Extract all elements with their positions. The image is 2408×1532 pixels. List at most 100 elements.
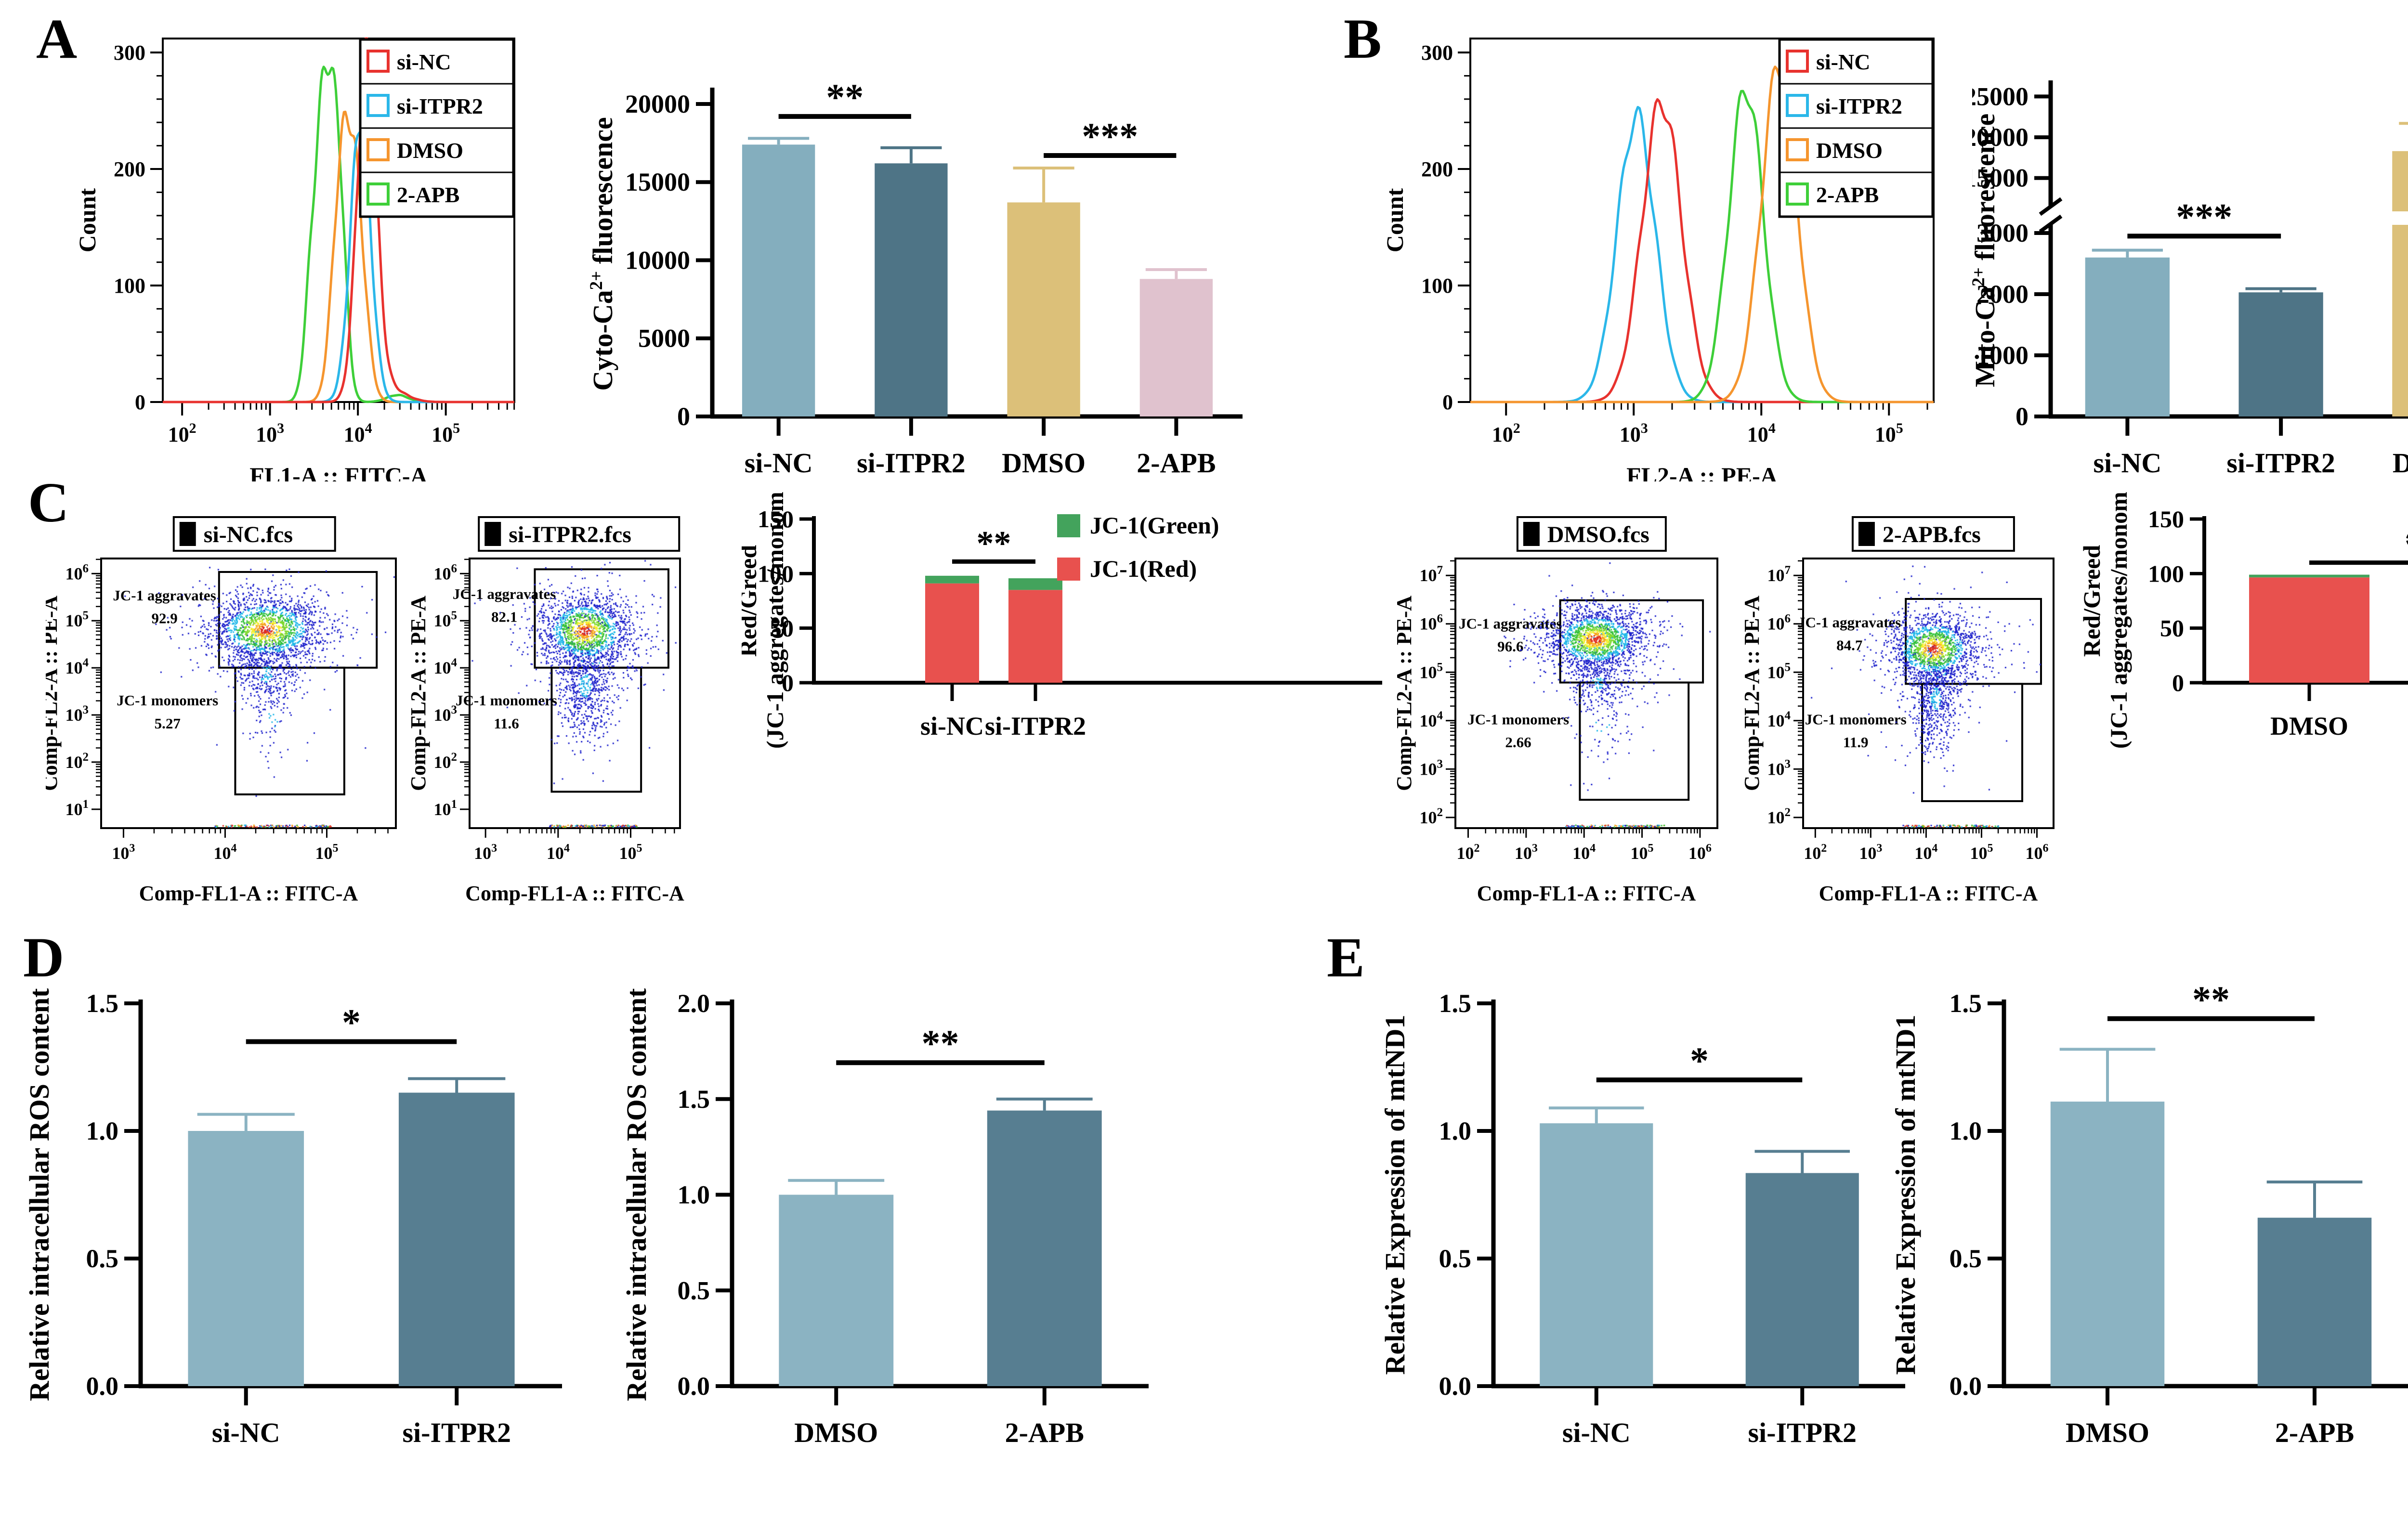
- y-tick-label: 107: [1767, 564, 1791, 585]
- panel-C-dotplot-siNC: 101 102 103 104 105 106 103 104 105 Comp-FL1-A ::…: [38, 491, 409, 948]
- bar-si-NC: [2085, 257, 2170, 416]
- E_mtnd1_si-svg: 0.0 0.5 1.0 1.5 Relative Expression of mtND1…: [1379, 989, 1905, 1448]
- y-tick-label: 1.0: [1439, 1117, 1472, 1145]
- fcs-icon: [1858, 522, 1875, 546]
- y-tick-label: 0: [677, 402, 690, 431]
- y-tick-label: 102: [1767, 806, 1791, 827]
- legend-swatch-DMSO: [366, 138, 390, 161]
- y-tick-label: 0: [2015, 402, 2028, 431]
- category-label: si-NC: [2093, 447, 2161, 479]
- significance-stars: ***: [1082, 115, 1138, 157]
- y-tick-label: 104: [1420, 709, 1443, 730]
- x-tick-label: 102: [1456, 842, 1479, 863]
- significance-stars: *: [342, 1001, 361, 1043]
- y-tick-label: 105: [1420, 661, 1443, 682]
- y-tick-label: 103: [434, 703, 458, 725]
- bar-DMSO: [1007, 202, 1080, 416]
- error-bar-DMSO: [788, 1179, 885, 1211]
- x-tick-label: 104: [1572, 842, 1596, 863]
- x-tick-label: 104: [213, 842, 236, 863]
- y-tick-label: 0.5: [678, 1276, 710, 1305]
- D_ros_dmso-svg: 0.0 0.5 1.0 1.5 2.0 Relative intracellular RO…: [621, 988, 1149, 1448]
- panel-C-dotplot-2APB: 102 103 104 105 106 107 102 103 104 105 106 Comp-FL…: [1722, 491, 2068, 948]
- y-tick-label: 100: [2148, 560, 2184, 587]
- x-tick-label: 105: [1631, 842, 1654, 863]
- y-tick-label: 100: [758, 560, 794, 587]
- error-bar-2-APB: [2266, 1181, 2363, 1255]
- y-tick-label: 200: [1421, 157, 1453, 181]
- category-label: si-NC: [1562, 1417, 1631, 1448]
- bar-2-APB: [2257, 1218, 2372, 1386]
- panel-A-bar-chart: 0 5000 10000 15000 20000 Cyto-Ca2+ fluorescen…: [587, 10, 1257, 491]
- x-tick-label: 104: [1914, 842, 1937, 863]
- error-bar-2-APB: [1145, 268, 1207, 290]
- y-tick-label: 1000: [1976, 341, 2028, 370]
- y-tick-label: 0: [2172, 669, 2184, 696]
- legend-label: JC-1(Red): [1090, 555, 1197, 582]
- legend-label: 2-APB: [1816, 182, 1879, 207]
- legend-label: si-NC: [397, 50, 451, 74]
- fcs-title: si-ITPR2.fcs: [478, 516, 681, 552]
- y-tick-label: 104: [65, 656, 89, 677]
- y-tick-label: 0.5: [1950, 1244, 1982, 1273]
- error-bar-DMSO: [1013, 167, 1074, 238]
- significance-stars: **: [2405, 525, 2408, 564]
- panel-label-E: E: [1327, 926, 1365, 989]
- y-tick-label: 0: [782, 669, 794, 696]
- x-tick-label: 106: [2025, 842, 2048, 863]
- y-tick-label: 300: [114, 41, 145, 65]
- y-axis-title: Relative Expression of mtND1: [1382, 1014, 1411, 1375]
- y-tick-label: 106: [65, 562, 89, 583]
- x-tick-label: 104: [547, 842, 570, 863]
- stack-JC-1(Green)-DMSO: [2249, 574, 2369, 578]
- panel-B-flow-histogram: 0 100 200 300 102 103 104 105 FL2-A :: PE-A Count…: [1380, 12, 1946, 489]
- panel-D-ros-bar-dmso: 0.0 0.5 1.0 1.5 2.0 Relative intracellular RO…: [621, 953, 1163, 1490]
- D_ros_si-svg: 0.0 0.5 1.0 1.5 Relative intracellular ROS c…: [24, 988, 562, 1448]
- bar-si-ITPR2: [398, 1092, 515, 1386]
- y-tick-label: 0.5: [1439, 1244, 1472, 1273]
- category-label: si-ITPR2: [2226, 447, 2335, 479]
- legend-swatch-2-APB: [366, 182, 390, 206]
- C_stack_dmso-svg: 0 50 100 150 Red/Greed (JC-1 aggregates/monom…: [2078, 453, 2408, 749]
- x-tick-label: 104: [1747, 420, 1776, 446]
- fcs-icon: [179, 522, 196, 546]
- y-tick-label: 25000: [1972, 82, 2028, 111]
- y-tick-label: 150: [2148, 506, 2184, 532]
- stack-JC-1(Green)-si-ITPR2: [1008, 578, 1062, 590]
- y-tick-label: 106: [1420, 612, 1443, 634]
- y-tick-label: 50: [770, 615, 794, 642]
- bar-2-APB: [1139, 279, 1213, 416]
- y-tick-label: 100: [114, 274, 145, 298]
- category-label: DMSO: [2270, 712, 2348, 740]
- error-bar-si-NC: [748, 137, 810, 153]
- y-tick-label: 1.0: [678, 1181, 710, 1209]
- legend-label: si-ITPR2: [1816, 94, 1902, 118]
- fcs-title-label: 2-APB.fcs: [1883, 522, 1981, 547]
- error-bar-si-ITPR2: [1754, 1150, 1850, 1196]
- category-label: si-NC: [745, 447, 813, 479]
- significance: *: [246, 1001, 457, 1044]
- fcs-icon: [1523, 522, 1540, 546]
- legend-swatch-2-APB: [1786, 182, 1809, 206]
- y-tick-label: 1.5: [1950, 989, 1982, 1018]
- y-tick-label: 20000: [625, 90, 690, 118]
- y-tick-label: 2000: [1976, 280, 2028, 309]
- x-tick-label: 106: [1688, 842, 1712, 863]
- x-tick-label: 105: [619, 842, 642, 863]
- significance: *: [1596, 1039, 1803, 1082]
- error-bar-si-NC: [197, 1113, 295, 1149]
- y-tick-label: 5000: [638, 324, 690, 353]
- category-label: DMSO: [2393, 447, 2408, 479]
- x-axis-title: FL2-A :: PE-A: [1626, 462, 1778, 481]
- significance: **: [778, 76, 911, 119]
- bar-DMSO: [2050, 1102, 2165, 1386]
- legend-label: si-NC: [1816, 50, 1870, 74]
- error-bar-DMSO: [2059, 1048, 2156, 1155]
- legend-swatch-JC-1(Red): [1057, 558, 1080, 581]
- y-tick-label: 15000: [625, 168, 690, 196]
- y-tick-label: 2.0: [678, 989, 710, 1018]
- significance-stars: **: [922, 1022, 959, 1064]
